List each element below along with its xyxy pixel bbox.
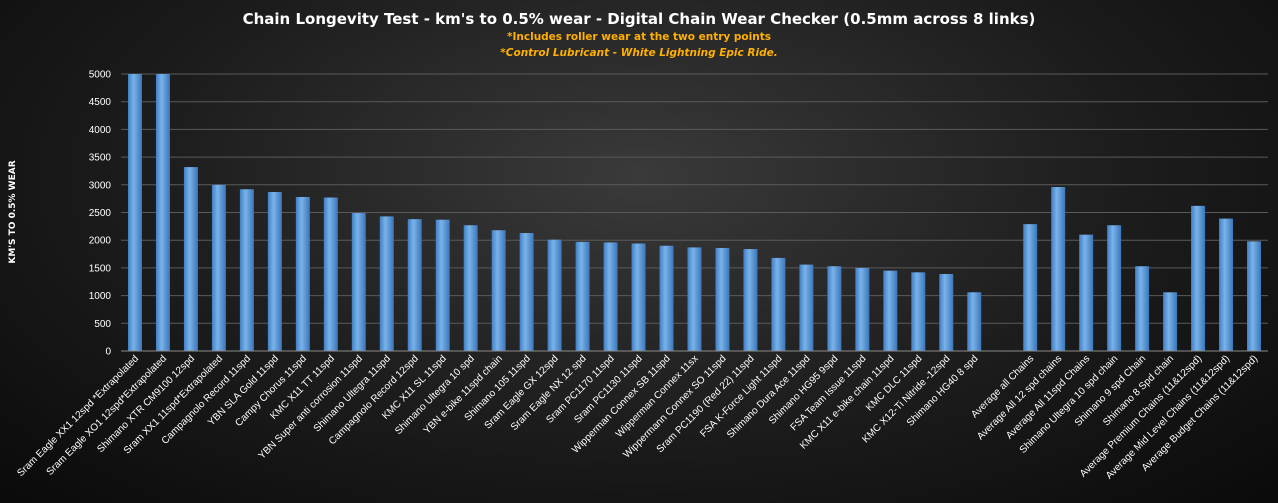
bar: [155, 74, 170, 351]
bar: [575, 241, 590, 351]
y-tick-label: 1500: [89, 263, 112, 274]
x-tick-label: Sram Eagle XX1 12spd *Extrapolated: [15, 353, 141, 479]
bar: [239, 189, 254, 351]
bar: [351, 213, 366, 351]
bar: [1079, 234, 1094, 351]
y-axis-ticks: 0 500 1000 1500 2000 2500 3000 3500 4000 4500 5000: [89, 70, 112, 358]
y-tick-label: 0: [105, 347, 111, 358]
y-tick-label: 5000: [89, 70, 112, 81]
bar: [827, 266, 842, 351]
gridlines: [121, 73, 1268, 352]
bar: [1191, 205, 1206, 351]
bar: [883, 270, 898, 351]
bar: [743, 249, 758, 351]
y-tick-label: 3000: [89, 180, 112, 191]
bar: [183, 167, 198, 351]
x-tick-label: YBN Super anti corrosion 11spd: [257, 353, 365, 461]
bar: [127, 74, 142, 351]
y-tick-label: 3500: [89, 153, 112, 164]
bar: [659, 245, 674, 351]
bar: [519, 232, 534, 351]
bar: [1219, 218, 1234, 351]
bar: [1051, 187, 1066, 351]
bar: [715, 247, 730, 351]
bar: [547, 239, 562, 351]
bar: [1247, 241, 1262, 351]
y-tick-label: 500: [94, 319, 111, 330]
bar: [687, 247, 702, 351]
bar: [603, 242, 618, 351]
bar: [771, 257, 786, 351]
bar: [267, 192, 282, 351]
y-axis-label: KM'S TO 0.5% WEAR: [8, 160, 18, 263]
bar: [1135, 266, 1150, 351]
y-tick-label: 2000: [89, 236, 112, 247]
y-tick-label: 4500: [89, 97, 112, 108]
bar: [967, 292, 982, 351]
x-tick-label: Sram Eagle XO1 12spd*Extrapolated: [45, 353, 170, 478]
bar: [435, 219, 450, 351]
bar: [799, 264, 814, 351]
bar: [491, 230, 506, 351]
y-tick-label: 2500: [89, 208, 112, 219]
x-tick-label: Wippermann Connex SO 11spd: [622, 353, 729, 460]
bars: [127, 74, 1262, 351]
bar: [1163, 292, 1178, 351]
bar: [1023, 224, 1038, 351]
bar: [379, 216, 394, 351]
bar: [1107, 225, 1122, 351]
bar: [939, 273, 954, 351]
bar: [211, 184, 226, 351]
bar: [631, 243, 646, 351]
bar: [911, 272, 926, 351]
y-tick-label: 1000: [89, 291, 112, 302]
bar: [463, 225, 478, 351]
chart-subtitle-2: *Control Lubricant - White Lightning Epi…: [500, 47, 777, 59]
chart-subtitle: *Includes roller wear at the two entry p…: [507, 31, 771, 43]
y-tick-label: 4000: [89, 125, 112, 136]
bar: [855, 267, 870, 351]
bar: [323, 197, 338, 351]
bar: [295, 196, 310, 351]
bar: [407, 219, 422, 351]
chart-title: Chain Longevity Test - km's to 0.5% wear…: [243, 10, 1036, 28]
